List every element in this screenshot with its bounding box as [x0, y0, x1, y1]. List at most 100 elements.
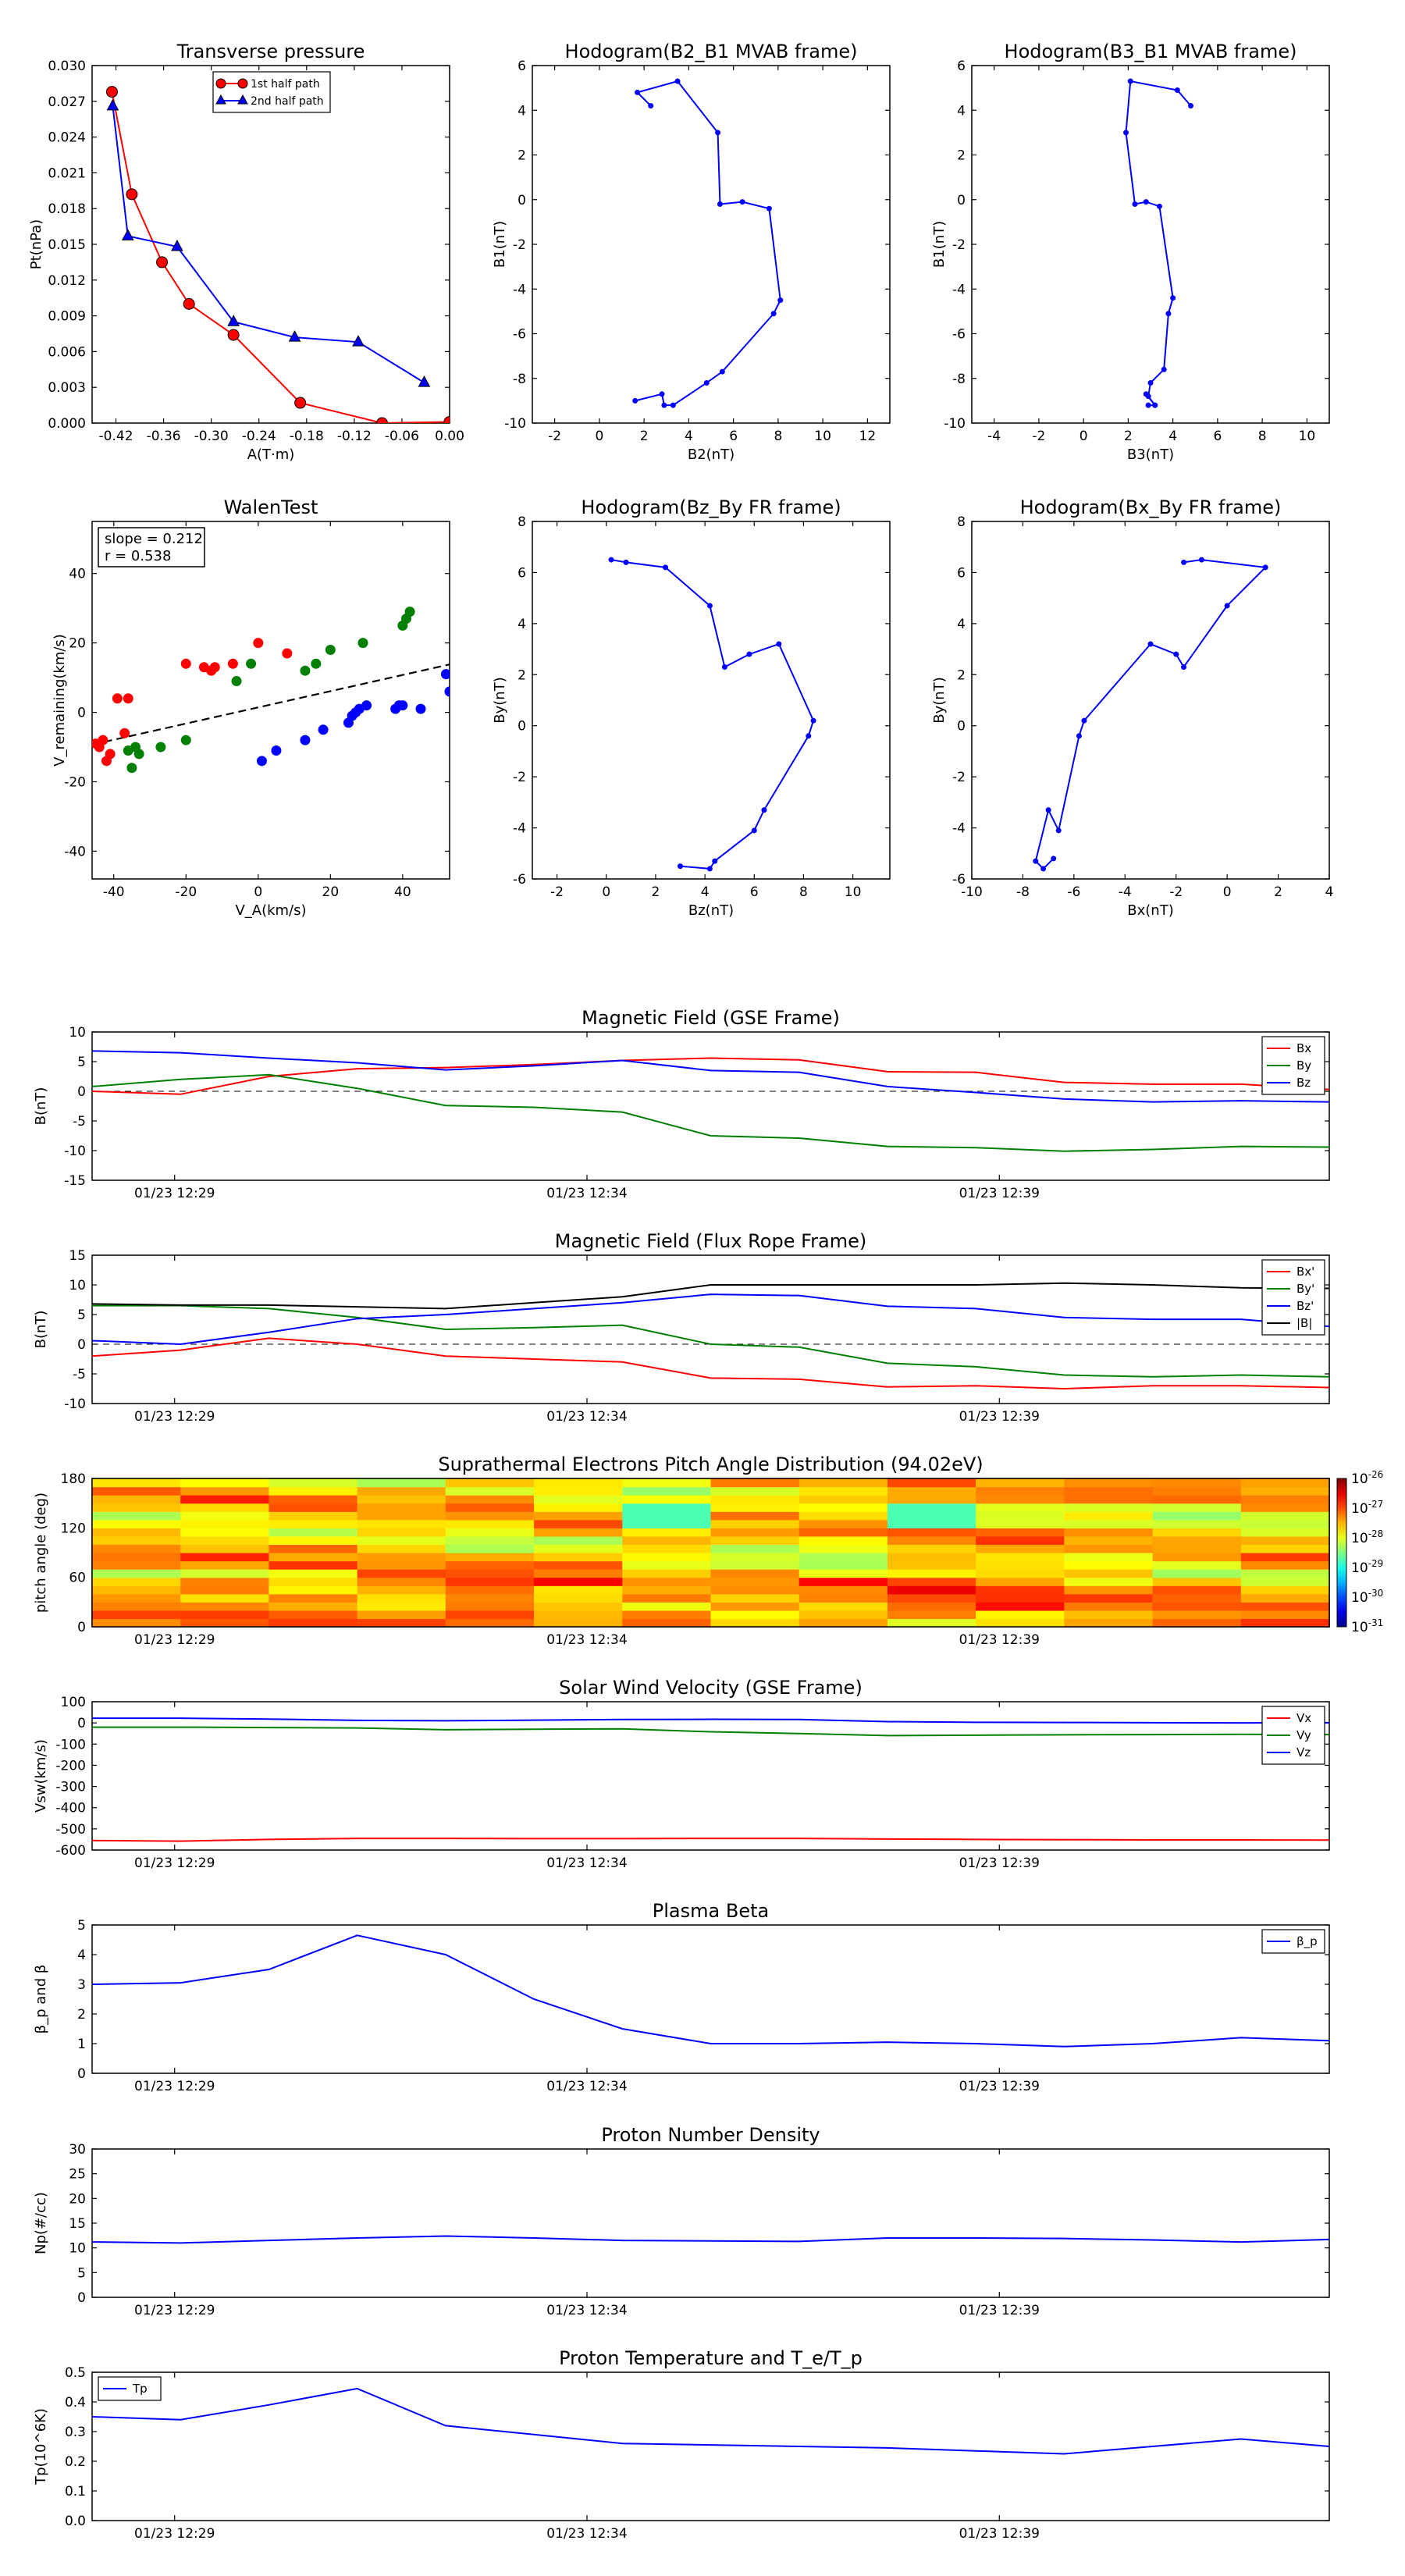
x-tick-label: 01/23 12:34: [546, 1186, 627, 1201]
data-point: [357, 638, 368, 649]
x-tick-label: 6: [750, 884, 759, 900]
heatmap-cell: [1064, 1511, 1154, 1521]
legend-label: Bz': [1297, 1299, 1314, 1313]
data-point: [770, 311, 777, 317]
y-tick-label: 6: [957, 59, 966, 74]
heatmap-cell: [445, 1478, 535, 1488]
heatmap-cell: [799, 1585, 888, 1595]
data-point: [715, 130, 721, 136]
y-tick-label: 0.024: [48, 130, 86, 146]
heatmap-cell: [622, 1511, 712, 1521]
heatmap-cell: [180, 1544, 270, 1553]
heatmap-cell: [357, 1519, 446, 1528]
data-point: [608, 557, 614, 563]
data-point: [678, 863, 684, 870]
y-axis-label: B1(nT): [492, 221, 508, 268]
chart-hodogram-bz-by: Hodogram(Bz_By FR frame) -2 0 2 4 6 8 10 -6 -4 -2 0…: [492, 496, 891, 919]
y-tick-label: 5: [77, 1308, 86, 1323]
chart-title: Suprathermal Electrons Pitch Angle Distr…: [438, 1453, 983, 1475]
x-tick-label: 2: [1124, 429, 1133, 444]
x-tick-label: 4: [1168, 429, 1177, 444]
data-point: [706, 603, 713, 609]
heatmap-cell: [976, 1486, 1065, 1496]
colorbar-bar: [1336, 1478, 1347, 1628]
legend-label: |B|: [1297, 1316, 1312, 1330]
data-point: [123, 693, 133, 704]
data-point: [294, 397, 307, 409]
heatmap-cell: [180, 1519, 270, 1528]
heatmap-cell: [269, 1602, 358, 1611]
heatmap-cell: [799, 1519, 888, 1528]
y-tick-label: 0.2: [65, 2454, 86, 2470]
heatmap-cell: [976, 1569, 1065, 1578]
heatmap-cell: [887, 1519, 976, 1528]
heatmap-cell: [1064, 1553, 1154, 1562]
heatmap-cell: [445, 1618, 535, 1628]
y-tick-label: 0.018: [48, 201, 86, 217]
series-line-p: [91, 1934, 1330, 2048]
x-axis-label: B2(nT): [688, 447, 735, 463]
series-line-1st-half-path: [111, 91, 450, 423]
data-point: [712, 858, 718, 864]
y-tick-label: -100: [55, 1737, 86, 1752]
heatmap-cell: [1064, 1618, 1154, 1628]
heatmap-cell: [1064, 1528, 1154, 1537]
heatmap-cell: [180, 1610, 270, 1620]
y-tick-label: 20: [69, 636, 86, 652]
heatmap-cell: [269, 1560, 358, 1570]
colorbar-label: 10-27: [1351, 1499, 1383, 1517]
y-tick-label: 5: [77, 2265, 86, 2281]
x-tick-label: -40: [103, 884, 125, 900]
heatmap-cell: [180, 1511, 270, 1521]
heatmap-cell: [269, 1511, 358, 1521]
heatmap-cell: [92, 1553, 181, 1562]
heatmap-cell: [180, 1577, 270, 1586]
y-tick-label: 5: [77, 1918, 86, 1934]
data-point: [105, 749, 116, 760]
y-tick-label: -300: [55, 1780, 86, 1795]
heatmap-cell: [622, 1593, 712, 1603]
heatmap-cell: [269, 1553, 358, 1562]
series-line-hodogram: [635, 80, 781, 407]
x-tick-label: -0.18: [290, 429, 324, 444]
heatmap-cell: [887, 1478, 976, 1488]
chart-title: Transverse pressure: [176, 41, 365, 62]
y-axis-label: Np(#/cc): [33, 2192, 49, 2254]
heatmap-cell: [799, 1593, 888, 1603]
axes-frame: [532, 65, 891, 424]
heatmap-cell: [180, 1585, 270, 1595]
y-tick-label: 4: [77, 1948, 86, 1963]
x-tick-label: -2: [550, 884, 564, 900]
heatmap-cell: [1064, 1503, 1154, 1512]
heatmap-cell: [710, 1553, 800, 1562]
series-line-By: [92, 1304, 1330, 1378]
heatmap-cell: [1064, 1577, 1154, 1586]
data-point: [661, 402, 667, 408]
data-point: [126, 188, 138, 201]
heatmap-cell: [976, 1610, 1065, 1620]
heatmap-cell: [92, 1618, 181, 1628]
x-tick-label: -8: [1016, 884, 1030, 900]
x-tick-label: -20: [175, 884, 197, 900]
data-point: [777, 297, 784, 304]
plot-area: [105, 86, 450, 423]
heatmap-cell: [799, 1486, 888, 1496]
heatmap-cell: [1152, 1553, 1242, 1562]
data-point: [397, 700, 408, 711]
fit-line: [92, 664, 450, 745]
series-line-2nd-half-path: [112, 105, 425, 383]
legend-label: Vz: [1297, 1745, 1311, 1759]
data-point: [806, 733, 812, 739]
y-tick-label: 2: [957, 667, 966, 683]
heatmap-cell: [357, 1577, 446, 1586]
heatmap-cell: [710, 1535, 800, 1546]
y-axis-label: β_p and β: [33, 1965, 49, 2034]
chart-plasma-beta: Plasma Beta 0 1 2 3 4 5 01/23 12:29 01/23 12:34 0…: [33, 1900, 1330, 2094]
data-point: [352, 335, 365, 347]
chart-hodogram-bx-by: Hodogram(Bx_By FR frame) -10 -8 -6 -4 -2 0 2 4 -6…: [931, 496, 1333, 919]
heatmap-cell: [180, 1569, 270, 1578]
x-axis-label: Bz(nT): [688, 902, 734, 919]
heatmap-cell: [1152, 1495, 1242, 1504]
x-tick-label: 01/23 12:34: [546, 2303, 627, 2318]
heatmap-cell: [976, 1519, 1065, 1528]
